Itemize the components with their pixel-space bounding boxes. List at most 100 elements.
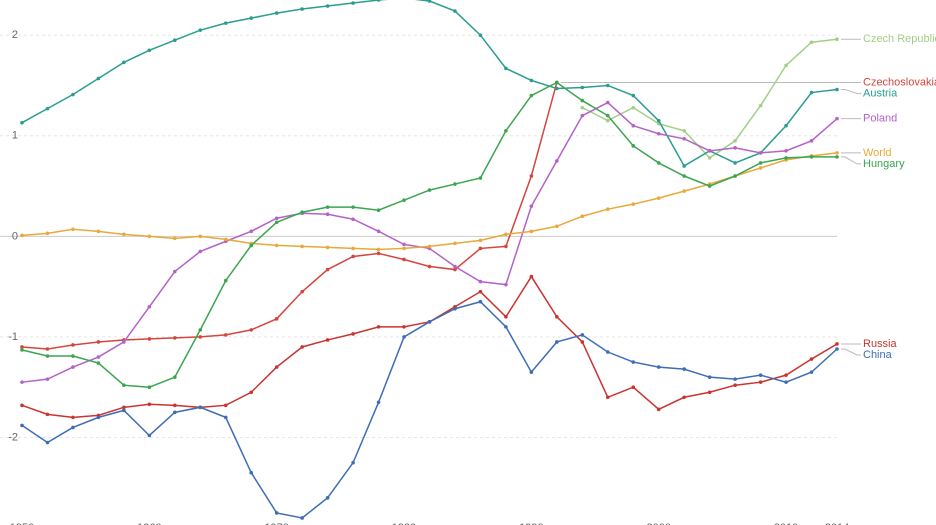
point [504,232,508,237]
y-tick-label: 0 [12,230,18,242]
point [478,238,483,243]
point [122,408,126,413]
point [605,395,610,400]
point [71,92,75,97]
point [325,212,330,217]
point [453,306,457,311]
point [96,361,101,365]
point [580,105,585,110]
point [555,159,559,163]
x-tick-label: 1960 [137,522,161,525]
point [580,85,585,90]
point [96,355,101,359]
point [376,400,381,405]
point [147,433,152,438]
point [453,267,457,272]
point [555,315,559,319]
x-tick-label: 2010 [774,522,798,525]
point [300,289,304,294]
point [71,227,75,232]
point [20,380,24,384]
point [173,410,177,415]
point [249,16,254,20]
point [427,244,432,249]
y-tick-label: 2 [12,29,18,41]
point [605,83,610,88]
point [656,407,661,412]
point [402,257,406,262]
point [580,340,585,344]
point [809,40,814,45]
point [682,174,686,178]
point [707,149,712,153]
series-line [21,0,838,167]
point [45,231,50,236]
point [733,146,737,150]
point [147,234,152,239]
point [478,33,483,38]
point [631,202,636,206]
x-tick-label: 2014 [825,522,849,525]
point [173,336,177,340]
point [249,470,254,475]
point [784,156,788,160]
point [504,282,508,287]
legend-label: China [863,349,893,361]
point [656,365,661,369]
point [402,325,406,329]
point [504,325,508,329]
point [122,405,126,410]
point [122,340,126,344]
point [325,205,330,209]
point [351,246,355,251]
legend-label: Hungary [863,158,905,170]
point [504,315,508,319]
point [529,204,534,208]
point [198,249,203,254]
point [173,375,177,379]
point [784,149,788,153]
point [376,251,381,256]
point [71,415,75,420]
point [631,105,636,110]
point [402,242,406,247]
point [274,11,279,15]
point [784,63,788,68]
point [758,161,763,165]
point [71,354,75,358]
label-connector [841,89,861,94]
point [45,106,50,111]
point [478,279,483,284]
point [529,229,534,234]
point [784,373,788,377]
point [733,377,737,381]
point [122,232,126,237]
point [96,415,101,420]
point [835,87,839,92]
point [682,128,686,133]
point [300,516,304,520]
point [351,254,355,259]
point [198,405,203,410]
series-line [21,81,837,388]
point [96,340,101,344]
point [223,21,228,25]
point [504,128,508,133]
point [733,383,737,388]
point [71,425,75,430]
point [198,335,203,339]
point [402,198,406,202]
point [504,244,508,249]
point [529,93,534,98]
point [274,243,279,248]
x-tick-label: 1970 [264,522,288,525]
point [198,234,203,239]
point [351,1,355,5]
point [682,395,686,400]
point [198,328,203,332]
point [20,348,24,352]
point [631,144,636,148]
point [835,342,839,346]
point [223,237,228,242]
point [249,229,254,234]
